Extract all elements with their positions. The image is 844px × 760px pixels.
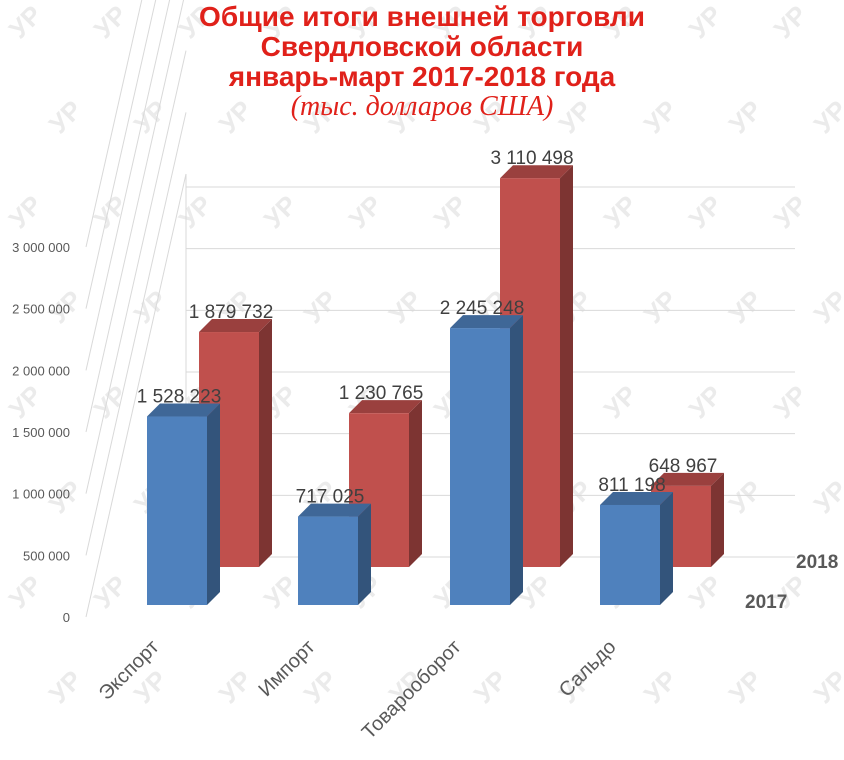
gridline-diagonal bbox=[85, 0, 157, 309]
watermark-text: УР bbox=[723, 474, 768, 519]
bar-2017-top bbox=[298, 503, 371, 517]
y-tick-label: 1 500 000 bbox=[12, 425, 70, 440]
watermark-text: УР bbox=[808, 474, 844, 519]
gridline-diagonal bbox=[85, 0, 171, 371]
watermark-text: УР bbox=[258, 569, 303, 614]
watermark-text: УР bbox=[298, 664, 343, 709]
y-tick-label: 500 000 bbox=[23, 548, 70, 563]
watermark-text: УР bbox=[128, 284, 173, 329]
bar-2017-side bbox=[510, 315, 523, 605]
watermark-text: УР bbox=[88, 189, 133, 234]
data-label-2018: 1 230 765 bbox=[339, 383, 424, 404]
title-line-2: Свердловской области bbox=[260, 31, 584, 62]
data-label-2017: 717 025 bbox=[296, 487, 365, 508]
watermark-text: УР bbox=[683, 379, 728, 424]
series-2017-bars bbox=[147, 315, 673, 605]
watermark-text: УР bbox=[723, 664, 768, 709]
watermark-text: УР bbox=[808, 284, 844, 329]
y-tick-label: 0 bbox=[63, 610, 70, 625]
bar-2017-side bbox=[207, 403, 220, 605]
watermark-text: УР bbox=[598, 189, 643, 234]
bar-2017-top bbox=[147, 403, 220, 417]
watermark-text: УР bbox=[383, 284, 428, 329]
y-tick-label: 3 000 000 bbox=[12, 240, 70, 255]
bar-2017-side bbox=[660, 491, 673, 605]
watermark-text: УР bbox=[683, 189, 728, 234]
bar-2017-front bbox=[147, 416, 207, 605]
watermark-text: УР bbox=[723, 284, 768, 329]
watermark-text: УР bbox=[298, 284, 343, 329]
series-label-2017: 2017 bbox=[745, 592, 787, 613]
bar-2017-front bbox=[450, 328, 510, 605]
bar-2018-side bbox=[259, 319, 272, 567]
watermark-text: УР bbox=[3, 379, 48, 424]
gridline-diagonal bbox=[85, 0, 143, 248]
bar-2017-side bbox=[358, 503, 371, 605]
title-line-3: январь-март 2017-2018 года bbox=[228, 61, 616, 92]
y-tick-label: 1 000 000 bbox=[12, 487, 70, 502]
bar-2018-top bbox=[500, 165, 573, 179]
title-units: (тыс. долларов США) bbox=[290, 91, 554, 122]
bar-2017 bbox=[450, 315, 523, 605]
bar-2017-top bbox=[450, 315, 523, 329]
bar-2018-top bbox=[651, 472, 724, 486]
bar-2017 bbox=[298, 503, 371, 605]
bar-2018-top bbox=[349, 400, 422, 414]
watermark-text: УР bbox=[768, 189, 813, 234]
data-label-2018: 648 967 bbox=[649, 456, 718, 477]
series-label-2018: 2018 bbox=[796, 552, 838, 573]
gridline-diagonal bbox=[85, 112, 187, 556]
gridline-diagonal bbox=[85, 50, 187, 494]
y-tick-label: 2 500 000 bbox=[12, 302, 70, 317]
bar-2018-side bbox=[711, 472, 724, 567]
watermark-text: УР bbox=[638, 284, 683, 329]
watermark-text: УР bbox=[173, 189, 218, 234]
chart-title: Общие итоги внешней торговли Свердловско… bbox=[0, 2, 844, 122]
y-tick-label: 2 000 000 bbox=[12, 363, 70, 378]
bar-2017 bbox=[147, 403, 220, 605]
watermark-text: УР bbox=[428, 189, 473, 234]
bar-2017 bbox=[600, 491, 673, 605]
data-label-2018: 1 879 732 bbox=[189, 302, 274, 323]
data-label-2017: 811 198 bbox=[598, 475, 665, 496]
watermark-text: УР bbox=[768, 379, 813, 424]
data-label-2017: 2 245 248 bbox=[440, 298, 525, 319]
title-line-1: Общие итоги внешней торговли bbox=[199, 1, 645, 32]
bar-2017-front bbox=[600, 504, 660, 605]
watermark-text: УР bbox=[3, 189, 48, 234]
watermark-text: УР bbox=[468, 664, 513, 709]
watermark-text: УР bbox=[3, 569, 48, 614]
bar-2018-side bbox=[560, 165, 573, 567]
watermark-text: УР bbox=[683, 569, 728, 614]
gridline-diagonal bbox=[85, 0, 185, 433]
data-label-2017: 1 528 223 bbox=[137, 387, 222, 408]
watermark-text: УР bbox=[343, 189, 388, 234]
watermark-text: УР bbox=[43, 664, 88, 709]
bar-2018-side bbox=[409, 400, 422, 567]
bar-2017-top bbox=[600, 491, 673, 505]
x-category-label: Товарооборот bbox=[358, 636, 466, 744]
bar-2018 bbox=[199, 319, 272, 567]
bar-2018-top bbox=[199, 319, 272, 333]
data-label-2018: 3 110 498 bbox=[490, 148, 573, 169]
gridline-diagonal bbox=[85, 173, 187, 618]
watermark-text: УР bbox=[213, 664, 258, 709]
watermark-text: УР bbox=[598, 379, 643, 424]
data-labels: 1 879 732 1 230 765 3 110 498 648 967 1 528 … bbox=[137, 148, 718, 507]
bar-2017-front bbox=[298, 516, 358, 605]
watermark-text: УР bbox=[258, 189, 303, 234]
watermark-text: УР bbox=[808, 664, 844, 709]
watermark-text: УР bbox=[638, 664, 683, 709]
